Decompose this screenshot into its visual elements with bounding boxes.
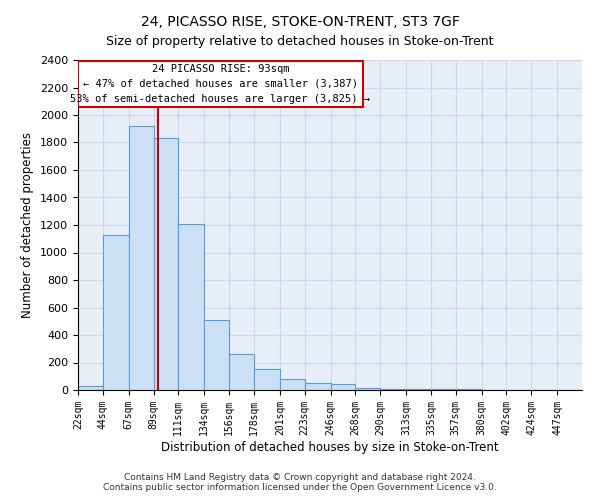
- Bar: [103, 234, 129, 390]
- Bar: [331, 384, 355, 390]
- Bar: [178, 224, 204, 390]
- Bar: [78, 386, 103, 390]
- Bar: [380, 388, 406, 390]
- Bar: [305, 383, 331, 390]
- Bar: [154, 138, 178, 390]
- Bar: [355, 388, 380, 390]
- X-axis label: Distribution of detached houses by size in Stoke-on-Trent: Distribution of detached houses by size …: [161, 440, 499, 454]
- Bar: [204, 320, 229, 390]
- Bar: [229, 354, 254, 390]
- Bar: [280, 379, 305, 390]
- Text: Size of property relative to detached houses in Stoke-on-Trent: Size of property relative to detached ho…: [106, 35, 494, 48]
- Bar: [406, 389, 431, 390]
- Y-axis label: Number of detached properties: Number of detached properties: [22, 132, 34, 318]
- Text: Contains HM Land Registry data © Crown copyright and database right 2024.
Contai: Contains HM Land Registry data © Crown c…: [103, 473, 497, 492]
- Bar: [129, 126, 154, 390]
- Bar: [78, 60, 363, 107]
- Bar: [254, 368, 280, 390]
- Text: 24 PICASSO RISE: 93sqm
← 47% of detached houses are smaller (3,387)
53% of semi-: 24 PICASSO RISE: 93sqm ← 47% of detached…: [70, 64, 370, 104]
- Text: 24, PICASSO RISE, STOKE-ON-TRENT, ST3 7GF: 24, PICASSO RISE, STOKE-ON-TRENT, ST3 7G…: [140, 15, 460, 29]
